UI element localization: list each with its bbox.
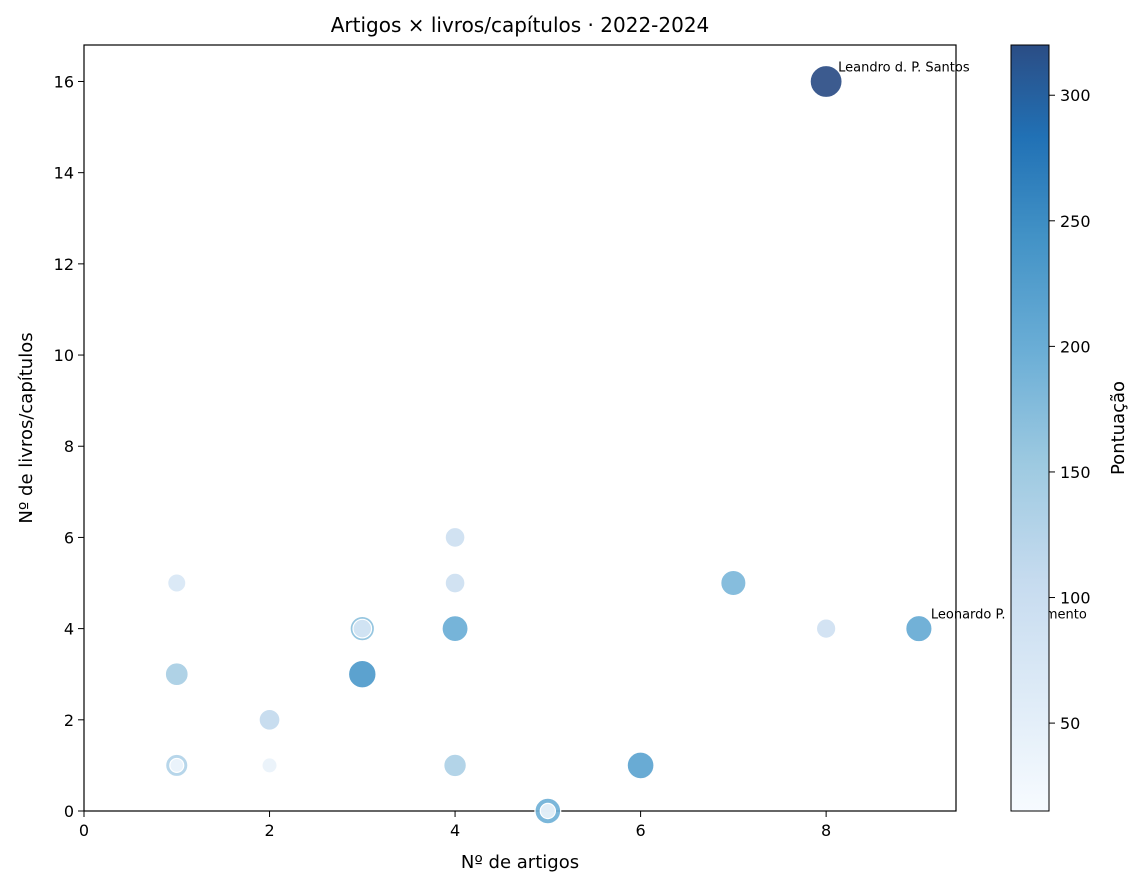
colorbar-tick-label: 50 (1060, 714, 1080, 733)
y-tick-label: 6 (64, 528, 74, 547)
y-axis: 0 2 4 6 8 10 12 14 16 (54, 72, 84, 821)
data-point-14 (347, 659, 377, 689)
data-point-15 (258, 708, 281, 731)
colorbar-gradient (1010, 44, 1050, 812)
y-tick-label: 2 (64, 711, 74, 730)
data-point-5 (626, 751, 655, 780)
x-tick-label: 2 (264, 821, 274, 840)
y-tick-label: 10 (54, 346, 74, 365)
data-point-17 (167, 573, 187, 593)
plot-area: Leandro d. P. Santos Leonardo P. Nascimen… (54, 44, 1087, 840)
y-tick-label: 16 (54, 72, 74, 91)
colorbar-title: Pontuação (1108, 381, 1129, 475)
colorbar-ticks: 50 100 150 200 250 300 (1049, 86, 1091, 733)
data-point-7 (539, 802, 557, 820)
y-tick-label: 12 (54, 255, 74, 274)
plot-frame (83, 44, 957, 812)
colorbar-tick-label: 100 (1060, 589, 1091, 608)
y-axis-title: Nº de livros/capítulos (16, 332, 37, 523)
data-point-2 (905, 614, 933, 643)
annotation-2: Leonardo P. Nascimento (931, 608, 1087, 623)
x-axis: 0 2 4 6 8 (79, 811, 831, 840)
data-point-16 (261, 757, 278, 774)
colorbar-tick-label: 200 (1060, 337, 1091, 356)
data-point-20 (169, 757, 185, 773)
data-point-10 (441, 615, 469, 643)
y-tick-label: 14 (54, 164, 74, 183)
data-point-3 (720, 569, 747, 597)
data-point-13 (352, 618, 373, 639)
y-tick-label: 4 (64, 620, 74, 639)
data-point-18 (164, 662, 189, 687)
colorbar: 50 100 150 200 250 300 Pontuação (1010, 44, 1129, 812)
colorbar-tick-label: 300 (1060, 86, 1091, 105)
x-axis-title: Nº de artigos (461, 852, 579, 873)
x-tick-label: 8 (821, 821, 831, 840)
y-tick-label: 0 (64, 802, 74, 821)
y-tick-label: 8 (64, 437, 74, 456)
x-tick-label: 4 (450, 821, 460, 840)
colorbar-tick-label: 250 (1060, 212, 1091, 231)
x-tick-label: 6 (636, 821, 646, 840)
data-point-4 (815, 618, 837, 639)
data-point-9 (444, 572, 466, 594)
annotations-layer: Leandro d. P. Santos Leonardo P. Nascimen… (838, 60, 1087, 622)
x-tick-label: 0 (79, 821, 89, 840)
data-point-11 (443, 753, 467, 778)
points-layer (164, 64, 933, 825)
annotation-1: Leandro d. P. Santos (838, 60, 970, 75)
colorbar-tick-label: 150 (1060, 463, 1091, 482)
data-point-1 (809, 64, 843, 99)
data-point-8 (444, 526, 466, 548)
chart-title: Artigos × livros/capítulos · 2022-2024 (331, 13, 710, 37)
